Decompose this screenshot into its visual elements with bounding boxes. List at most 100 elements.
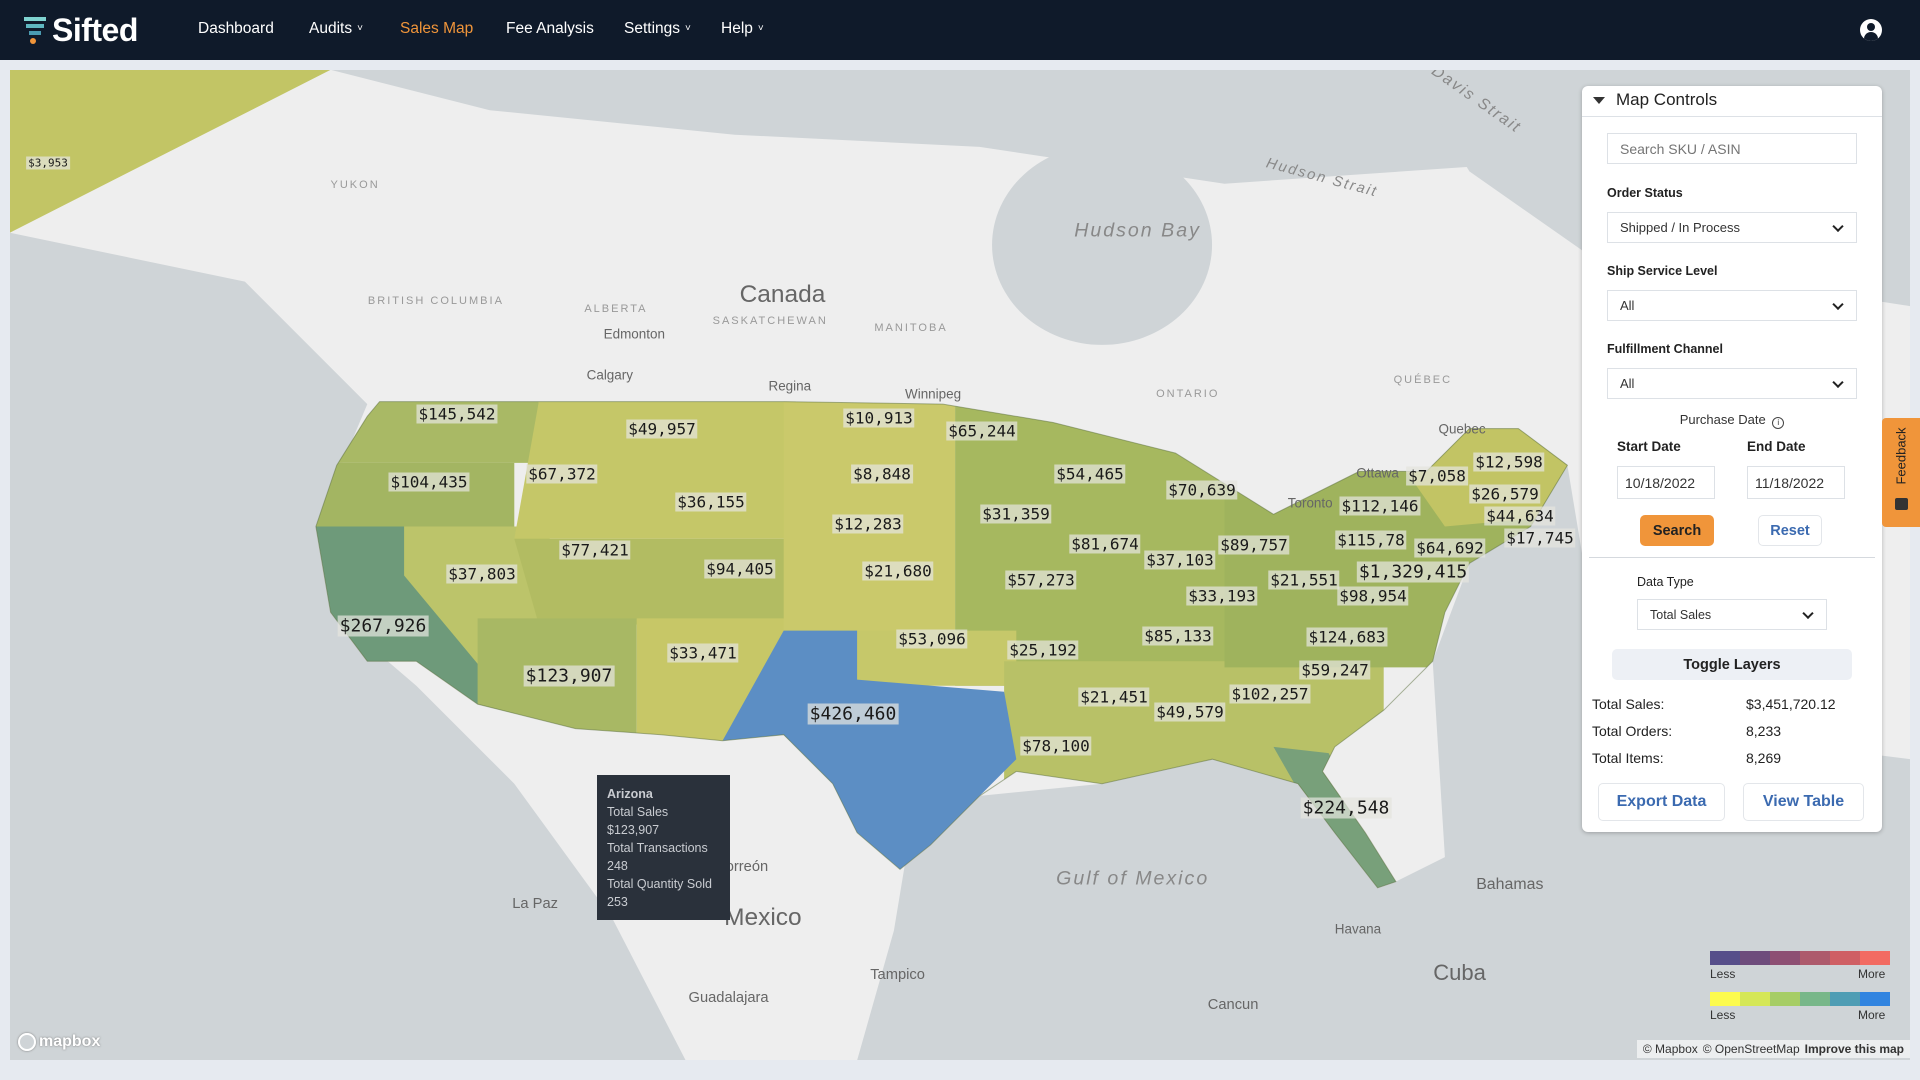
state-sales-label: $78,100 [1020, 736, 1092, 756]
state-texas[interactable] [722, 630, 1017, 870]
state-sales-label: $70,639 [1166, 480, 1238, 500]
feedback-tab[interactable]: Feedback [1882, 418, 1920, 527]
toggle-layers-button[interactable]: Toggle Layers [1612, 649, 1852, 680]
fulfillment-label: Fulfillment Channel [1607, 342, 1723, 356]
state-sales-label: $124,683 [1306, 627, 1388, 647]
place-label: BRITISH COLUMBIA [367, 295, 504, 308]
view-table-button[interactable]: View Table [1743, 783, 1864, 821]
state-sales-label: $102,257 [1229, 684, 1311, 704]
tooltip-title: Arizona [607, 787, 653, 801]
place-label: ONTARIO [1156, 388, 1220, 401]
legend-swatch [1860, 992, 1890, 1006]
place-label: Tampico [870, 966, 925, 983]
order-status-select[interactable]: Shipped / In Process [1607, 212, 1857, 243]
legend-swatch [1740, 992, 1770, 1006]
map-controls-header[interactable]: Map Controls [1582, 86, 1882, 117]
state-sales-label: $31,359 [980, 504, 1052, 524]
start-date-input[interactable]: 10/18/2022 [1617, 466, 1715, 499]
place-label: Canada [739, 281, 826, 309]
nav-dashboard[interactable]: Dashboard [198, 20, 274, 38]
nav-help[interactable]: Help ˅ [721, 20, 764, 38]
state-sales-label: $59,247 [1299, 660, 1371, 680]
place-label: Cuba [1433, 960, 1486, 986]
chevron-down-icon [1832, 220, 1844, 232]
end-date-label: End Date [1747, 439, 1806, 454]
data-type-select[interactable]: Total Sales [1637, 599, 1827, 630]
fulfillment-value: All [1620, 376, 1635, 391]
place-label: Torreón [718, 858, 769, 875]
chevron-down-icon [1832, 298, 1844, 310]
mapbox-icon [18, 1033, 36, 1051]
state-sales-label: $64,692 [1414, 538, 1486, 558]
tooltip-line: Total Quantity Sold [607, 877, 712, 891]
state-sales-label: $25,192 [1007, 640, 1079, 660]
state-florida[interactable] [1273, 746, 1403, 894]
state-sales-label: $65,244 [946, 421, 1018, 441]
state-sales-label: $67,372 [526, 464, 598, 484]
place-label: Regina [768, 378, 812, 394]
total-value: 8,269 [1746, 750, 1782, 766]
tooltip-line: 248 [607, 859, 628, 873]
place-label: Winnipeg [905, 386, 962, 402]
nav-sales-map[interactable]: Sales Map [400, 20, 473, 38]
state-sales-label: $57,273 [1005, 570, 1077, 590]
state-sales-label: $7,058 [1406, 466, 1468, 486]
state-sales-label: $77,421 [559, 540, 631, 560]
atlantic-ocean [857, 465, 1910, 1060]
legend-swatch [1800, 992, 1830, 1006]
state-sales-label: $89,757 [1218, 535, 1290, 555]
reset-button[interactable]: Reset [1758, 515, 1822, 546]
state-sales-label: $1,329,415 [1356, 561, 1470, 583]
total-value: $3,451,720.12 [1746, 696, 1836, 712]
state-sales-label: $17,745 [1504, 528, 1576, 548]
state-sales-label: $21,551 [1268, 570, 1340, 590]
chevron-down-icon: ˅ [757, 23, 764, 34]
legend-swatch [1830, 951, 1860, 965]
search-button[interactable]: Search [1640, 515, 1714, 546]
attribution-osm-link[interactable]: © OpenStreetMap [1702, 1042, 1800, 1056]
legend-color-scale [1710, 951, 1890, 965]
state-sales-label: $33,193 [1186, 586, 1258, 606]
info-icon[interactable]: i [1772, 417, 1785, 429]
nav-fee-analysis[interactable]: Fee Analysis [506, 20, 594, 38]
feedback-label: Feedback [1893, 427, 1909, 485]
state-sales-label: $12,283 [832, 514, 904, 534]
sifted-logo-icon [24, 17, 46, 44]
sku-search-input[interactable] [1607, 133, 1857, 164]
state-sales-label: $21,451 [1078, 687, 1150, 707]
place-label: ALBERTA [584, 302, 648, 315]
state-sales-label: $112,146 [1339, 496, 1421, 516]
collapse-triangle-icon[interactable] [1593, 97, 1605, 104]
place-label: Quebec [1438, 421, 1486, 437]
state-sales-label: $85,133 [1142, 626, 1214, 646]
fulfillment-select[interactable]: All [1607, 368, 1857, 399]
total-value: 8,233 [1746, 723, 1782, 739]
attribution-mapbox-link[interactable]: © Mapbox [1642, 1042, 1698, 1056]
mapbox-logo[interactable]: mapbox [18, 1033, 100, 1051]
ship-service-select[interactable]: All [1607, 290, 1857, 321]
place-label: Guadalajara [688, 989, 769, 1006]
user-account-icon[interactable] [1860, 19, 1882, 41]
improve-map-link[interactable]: Improve this map [1804, 1042, 1904, 1056]
state-sales-label: $81,674 [1069, 534, 1141, 554]
end-date-input[interactable]: 11/18/2022 [1747, 466, 1845, 499]
logo[interactable]: Sifted [22, 10, 138, 50]
legend-less-label: Less [1710, 1008, 1736, 1022]
state-sales-label: $115,78 [1335, 530, 1407, 550]
mapbox-logo-text: mapbox [39, 1033, 101, 1050]
map-canvas[interactable] [10, 70, 1910, 1060]
legend-swatch [1830, 992, 1860, 1006]
order-status-value: Shipped / In Process [1620, 220, 1740, 235]
total-label: Total Sales: [1592, 696, 1665, 712]
state-sales-label: $98,954 [1337, 586, 1409, 606]
state-sales-label: $224,548 [1300, 797, 1392, 819]
nav-settings[interactable]: Settings ˅ [624, 20, 691, 38]
nav-audits[interactable]: Audits ˅ [309, 20, 363, 38]
top-navbar: Sifted Dashboard Audits ˅ Sales Map Fee Anal… [0, 0, 1920, 60]
legend-less-label: Less [1710, 967, 1736, 981]
place-label: SASKATCHEWAN [712, 314, 828, 327]
export-data-button[interactable]: Export Data [1598, 783, 1725, 821]
divider [1589, 557, 1875, 558]
state-sales-label: $94,405 [704, 559, 776, 579]
hudson-bay [992, 144, 1213, 345]
